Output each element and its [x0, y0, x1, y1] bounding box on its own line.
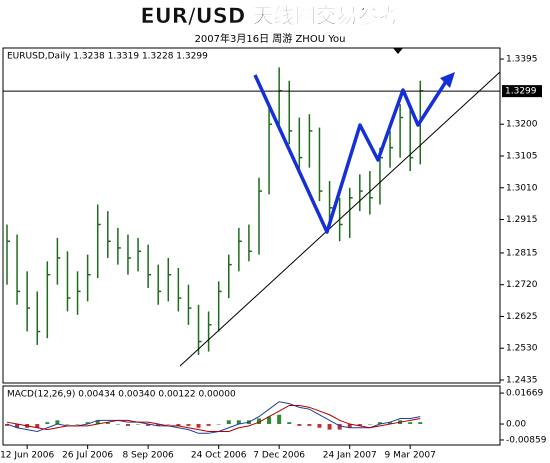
x-tick-label: 26 Jul 2006: [62, 451, 113, 461]
histogram-bar: [418, 422, 423, 425]
histogram-bar: [85, 422, 90, 425]
y-tick-label: 1.2720: [506, 280, 538, 290]
annotations: [179, 48, 501, 367]
histogram-bar: [136, 424, 141, 425]
histogram-bar: [15, 424, 20, 428]
y-tick-label: 1.2915: [506, 215, 538, 225]
histogram-bar: [166, 424, 171, 425]
histogram-bar: [257, 418, 261, 425]
histogram-bar: [206, 424, 211, 426]
y-tick-label: 1.2625: [506, 312, 538, 322]
price-label: EURUSD,Daily 1.3238 1.3319 1.3228 1.3299: [7, 52, 208, 62]
x-tick-label: 12 Jun 2006: [0, 451, 54, 461]
y-tick-label: 0.00: [506, 420, 526, 430]
histogram-bar: [327, 424, 332, 430]
histogram-bar: [347, 424, 352, 428]
y-tick-label: 1.3395: [506, 55, 538, 65]
chart-title: EUR/USD 天线图交易参考: [140, 4, 399, 28]
y-tick-label: -0.00859: [506, 435, 547, 445]
x-tick-label: 9 Mar 2007: [385, 451, 436, 461]
y-tick-label: 1.3200: [506, 120, 538, 130]
histogram-bar: [45, 422, 50, 425]
x-tick-label: 24 Jan 2007: [323, 451, 377, 461]
y-tick-label: 1.3105: [506, 151, 538, 161]
histogram-bar: [287, 422, 292, 425]
macd-label: MACD(12,26,9) 0.00434 0.00340 0.00122 0.…: [7, 390, 236, 400]
last-price-label: 1.3299: [505, 87, 537, 97]
histogram-bar: [176, 424, 181, 426]
y-tick-label: 0.01669: [506, 389, 543, 399]
histogram-bar: [156, 424, 161, 426]
histogram-bar: [55, 420, 60, 425]
x-tick-label: 7 Dec 2006: [253, 451, 305, 461]
marker-triangle: [393, 48, 403, 54]
histogram-bar: [95, 420, 100, 425]
trend-line: [179, 71, 501, 367]
histogram-bar: [75, 424, 80, 425]
histogram-bar: [388, 422, 393, 425]
histogram-bar: [337, 424, 342, 430]
histogram-bar: [196, 424, 201, 428]
last-price-box: [502, 85, 542, 98]
histogram-bar: [277, 414, 282, 425]
histogram-bar: [186, 424, 191, 426]
histogram-bar: [226, 420, 231, 425]
signal-line: [6, 404, 421, 432]
histogram-bar: [297, 424, 302, 426]
histogram-bar: [357, 424, 362, 426]
histogram-bar: [5, 424, 9, 426]
histogram-bar: [125, 424, 130, 426]
y-tick-label: 1.2815: [506, 248, 538, 258]
histogram-bar: [146, 424, 151, 426]
y-tick-label: 1.3010: [506, 183, 538, 193]
zigzag-annotation: [253, 74, 449, 234]
price-panel: [2, 47, 501, 384]
y-tick-label: 1.2435: [506, 375, 538, 385]
histogram-bar: [408, 422, 413, 425]
histogram-bar: [267, 416, 272, 425]
histogram-bar: [236, 420, 241, 425]
histogram-bar: [307, 424, 312, 426]
arrow-head: [440, 72, 455, 88]
histogram-bar: [115, 424, 120, 425]
histogram-bar: [367, 424, 372, 425]
histogram-bar: [377, 422, 382, 425]
chart-subtitle: 2007年3月16日 周游 ZHOU You: [195, 32, 346, 45]
histogram-bar: [216, 424, 221, 425]
histogram-bar: [317, 424, 322, 428]
histogram-bar: [105, 422, 110, 425]
histogram-bar: [35, 424, 40, 428]
macd-panel: [2, 385, 501, 446]
y-tick-label: 1.2530: [506, 344, 538, 354]
x-tick-label: 24 Oct 2006: [191, 451, 247, 461]
histogram-bar: [65, 424, 70, 425]
x-tick-label: 8 Sep 2006: [122, 451, 174, 461]
